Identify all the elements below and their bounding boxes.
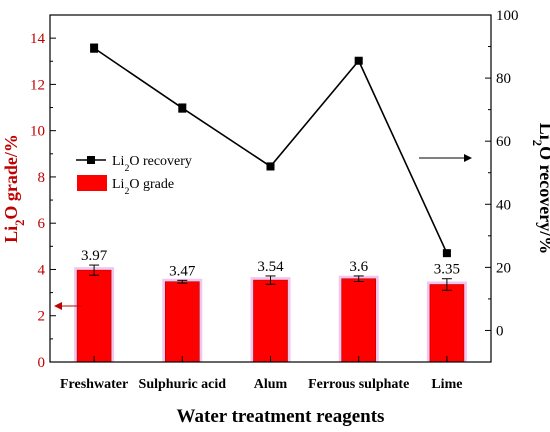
left-tick-label: 10 xyxy=(30,124,45,140)
left-axis-title: Li2O grade/% xyxy=(1,134,27,243)
category-label: Sulphuric acid xyxy=(139,377,227,392)
recovery-point xyxy=(90,44,99,53)
recovery-point xyxy=(178,104,187,113)
bar xyxy=(341,278,377,363)
bar-value-label: 3.54 xyxy=(257,259,284,275)
recovery-line xyxy=(93,47,448,254)
category-label: Alum xyxy=(254,377,288,392)
left-axis-arrowhead xyxy=(54,302,62,310)
left-tick-label: 14 xyxy=(30,31,46,47)
legend: Li2O recovery Li2O grade xyxy=(76,154,192,197)
right-tick-label: 20 xyxy=(496,260,511,276)
bar xyxy=(165,281,200,363)
left-tick-label: 12 xyxy=(30,77,45,93)
bar-value-label: 3.47 xyxy=(169,263,196,279)
right-tick-label: 80 xyxy=(496,71,511,87)
right-axis-title: Li2O recovery/% xyxy=(530,123,550,254)
recovery-point xyxy=(442,249,451,258)
left-tick-label: 4 xyxy=(38,262,46,278)
axes-layer: 0 2 4 6 8 10 12 14 0 20 40 60 80 100 Freshwater Sulphur… xyxy=(1,8,550,427)
x-axis-title: Water treatment reagents xyxy=(177,406,385,427)
bar xyxy=(253,279,288,363)
category-label: Lime xyxy=(431,377,462,392)
bars-layer xyxy=(74,264,467,363)
legend-recovery-label: Li2O recovery xyxy=(112,154,192,174)
recovery-point xyxy=(266,162,275,171)
right-tick-label: 100 xyxy=(496,8,519,24)
left-tick-label: 8 xyxy=(38,170,46,186)
category-label: Ferrous sulphate xyxy=(308,377,409,392)
labels-layer: 3.97 3.47 3.54 3.6 3.35 xyxy=(81,248,460,279)
legend-bar-swatch xyxy=(77,175,107,191)
legend-grade-label: Li2O grade xyxy=(112,177,174,197)
right-tick-label: 40 xyxy=(496,197,511,213)
bar-value-label: 3.97 xyxy=(81,248,108,264)
legend-marker-swatch xyxy=(87,156,95,164)
left-tick-label: 2 xyxy=(38,309,46,325)
line-layer xyxy=(90,43,451,258)
left-tick-label: 6 xyxy=(38,216,46,232)
recovery-point xyxy=(354,56,363,65)
right-tick-label: 60 xyxy=(496,134,511,150)
bar xyxy=(76,269,112,363)
bar-value-label: 3.6 xyxy=(349,259,368,275)
category-label: Freshwater xyxy=(60,377,128,392)
right-axis-arrowhead xyxy=(464,154,472,162)
right-tick-label: 0 xyxy=(496,323,504,339)
bar xyxy=(429,284,465,363)
bar-value-label: 3.35 xyxy=(434,262,460,278)
left-tick-label: 0 xyxy=(38,355,46,371)
